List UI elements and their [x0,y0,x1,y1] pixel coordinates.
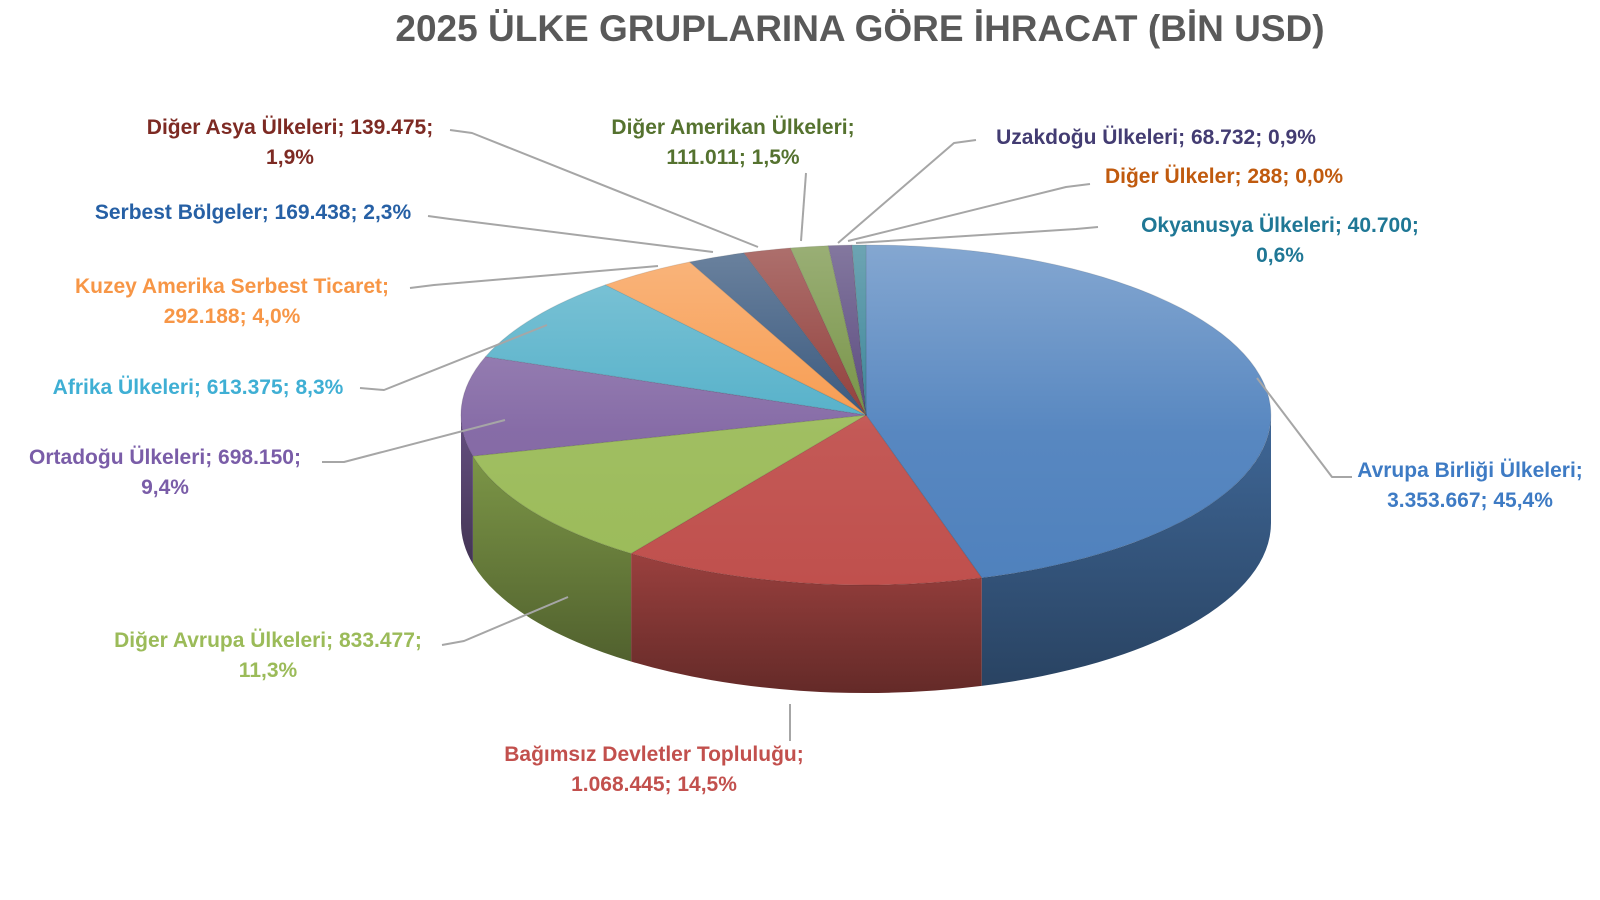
leader-line-serbest-bolgeler [427,215,714,253]
slice-label-serbest-bolgeler: Serbest Bölgeler; 169.438; 2,3% [94,201,412,224]
slice-label-diger-ulkeler: Diğer Ülkeler; 288; 0,0% [1104,165,1344,188]
leader-line-kuzey-amerika-serbest-ticaret [409,265,659,289]
slice-label-diger-avrupa-ulkeleri: Diğer Avrupa Ülkeleri; 833.477; 11,3% [114,629,422,682]
slice-label-diger-amerikan-ulkeleri: Diğer Amerikan Ülkeleri; 111.011; 1,5% [611,116,855,169]
leader-lines [322,129,1352,741]
pie-slice-wall-avrupa-birligi-ulkeleri [981,415,1271,686]
leader-line-diger-ulkeler [847,183,1091,242]
pie-slice-wall-ortadogu-ulkeleri [460,415,473,564]
leader-line-diger-asya-ulkeleri [449,129,759,248]
pie-slice-wall-bagimsiz-devletler-toplulugu [631,553,982,693]
slice-label-uzakdogu-ulkeleri: Uzakdoğu Ülkeleri; 68.732; 0,9% [996,126,1316,149]
leader-line-uzakdogu-ulkeleri [837,139,977,244]
leader-line-diger-avrupa-ulkeleri [441,596,569,646]
chart-title: 2025 ÜLKE GRUPLARINA GÖRE İHRACAT (BİN U… [395,8,1325,49]
pie-slice-wall-diger-avrupa-ulkeleri [472,456,632,662]
slice-label-afrika-ulkeleri: Afrika Ülkeleri; 613.375; 8,3% [52,376,344,399]
slice-label-avrupa-birligi-ulkeleri: Avrupa Birliği Ülkeleri; 3.353.667; 45,4% [1357,459,1583,512]
slice-label-bagimsiz-devletler-toplulugu: Bağımsız Devletler Topluluğu; 1.068.445; … [504,743,804,796]
slice-label-diger-asya-ulkeleri: Diğer Asya Ülkeleri; 139.475; 1,9% [146,116,434,169]
leader-line-okyanusya-ulkeleri [855,226,1099,244]
leader-line-ortadogu-ulkeleri [322,419,506,463]
pie-depth-walls [460,415,1271,693]
leader-line-avrupa-birligi-ulkeleri [1256,377,1352,478]
pie-gloss-highlight [461,245,1271,585]
leader-line-afrika-ulkeleri [359,324,548,391]
slice-label-ortadogu-ulkeleri: Ortadoğu Ülkeleri; 698.150; 9,4% [29,446,301,499]
leader-line-diger-amerikan-ulkeleri [800,172,807,242]
slice-label-okyanusya-ulkeleri: Okyanusya Ülkeleri; 40.700; 0,6% [1141,214,1419,267]
slice-label-kuzey-amerika-serbest-ticaret: Kuzey Amerika Serbest Ticaret; 292.188; 4… [75,275,389,328]
